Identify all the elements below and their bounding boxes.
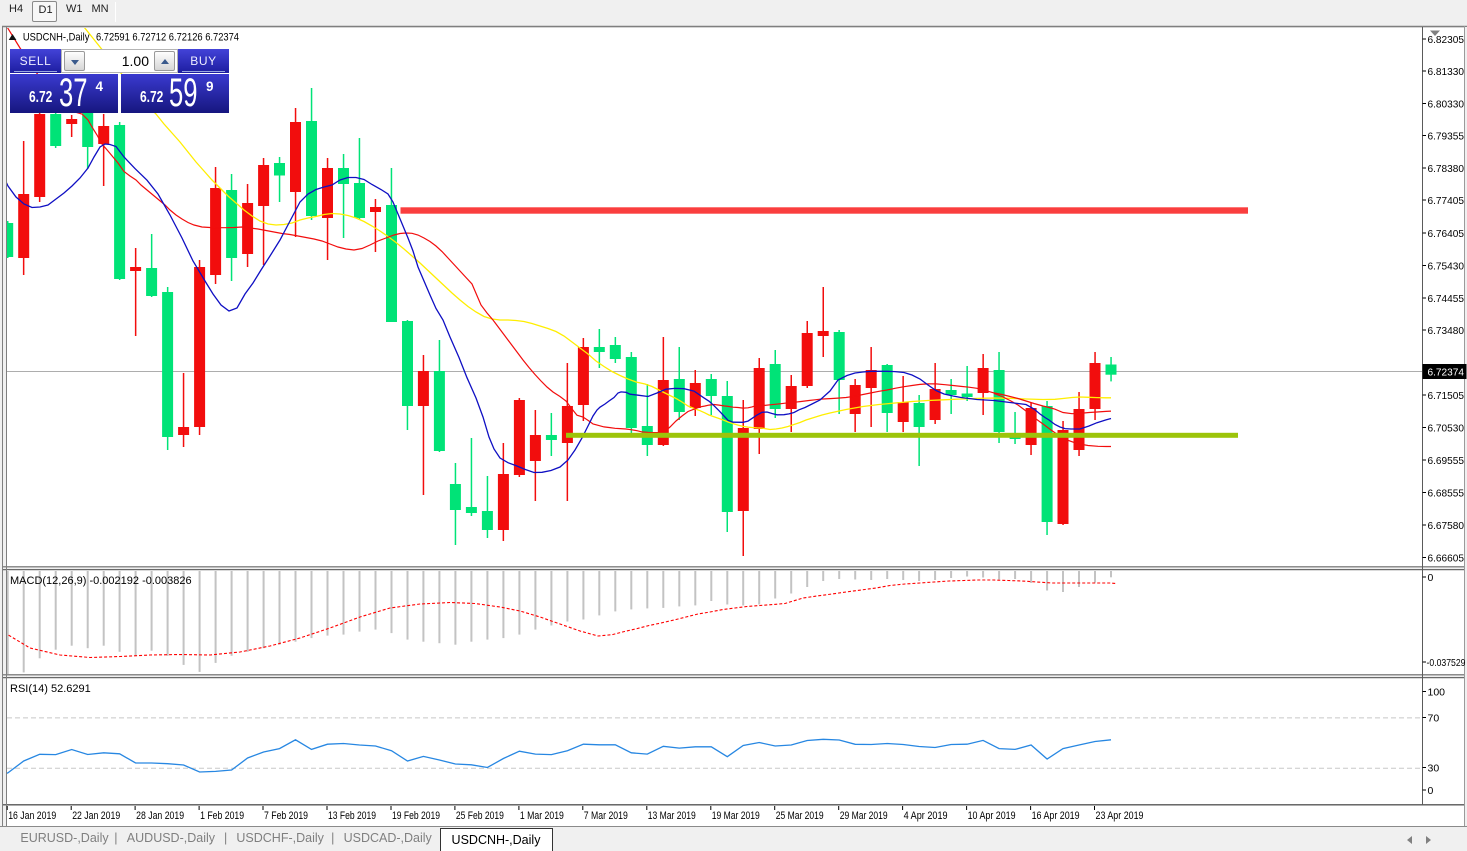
svg-text:22 Jan 2019: 22 Jan 2019: [72, 810, 120, 822]
svg-text:13 Mar 2019: 13 Mar 2019: [648, 810, 696, 822]
svg-text:28 Jan 2019: 28 Jan 2019: [136, 810, 184, 822]
svg-text:10 Apr 2019: 10 Apr 2019: [968, 810, 1016, 822]
svg-text:100: 100: [1428, 686, 1446, 698]
svg-text:6.75430: 6.75430: [1428, 260, 1465, 272]
svg-text:6.72591 6.72712 6.72126 6.7237: 6.72591 6.72712 6.72126 6.72374: [96, 32, 239, 44]
svg-text:6.68555: 6.68555: [1428, 487, 1465, 499]
svg-text:0: 0: [1428, 785, 1434, 797]
svg-text:7 Feb 2019: 7 Feb 2019: [264, 810, 308, 822]
svg-text:70: 70: [1428, 712, 1440, 724]
svg-text:19 Mar 2019: 19 Mar 2019: [712, 810, 760, 822]
svg-text:25 Feb 2019: 25 Feb 2019: [456, 810, 504, 822]
svg-text:6.73480: 6.73480: [1428, 325, 1465, 337]
svg-text:16 Jan 2019: 16 Jan 2019: [8, 810, 56, 822]
svg-text:6.71505: 6.71505: [1428, 390, 1465, 402]
svg-text:6.70530: 6.70530: [1428, 422, 1465, 434]
svg-text:4 Apr 2019: 4 Apr 2019: [904, 810, 948, 822]
svg-text:6.76405: 6.76405: [1428, 228, 1465, 240]
svg-text:6.69555: 6.69555: [1428, 455, 1465, 467]
svg-text:6.82305: 6.82305: [1428, 34, 1465, 46]
svg-text:6.79355: 6.79355: [1428, 130, 1465, 142]
svg-text:7 Mar 2019: 7 Mar 2019: [584, 810, 628, 822]
svg-text:RSI(14) 52.6291: RSI(14) 52.6291: [10, 683, 91, 695]
svg-text:13 Feb 2019: 13 Feb 2019: [328, 810, 376, 822]
svg-text:6.72374: 6.72374: [1428, 367, 1465, 379]
svg-text:1 Feb 2019: 1 Feb 2019: [200, 810, 244, 822]
svg-text:6.74455: 6.74455: [1428, 293, 1465, 305]
svg-text:6.81330: 6.81330: [1428, 66, 1465, 78]
svg-text:29 Mar 2019: 29 Mar 2019: [840, 810, 888, 822]
svg-text:USDCNH-,Daily: USDCNH-,Daily: [23, 32, 90, 44]
svg-text:23 Apr 2019: 23 Apr 2019: [1096, 810, 1144, 822]
svg-text:6.66605: 6.66605: [1428, 552, 1465, 564]
svg-text:6.80330: 6.80330: [1428, 98, 1465, 110]
svg-text:6.67580: 6.67580: [1428, 520, 1465, 532]
svg-text:25 Mar 2019: 25 Mar 2019: [776, 810, 824, 822]
svg-text:0: 0: [1428, 572, 1434, 584]
svg-text:16 Apr 2019: 16 Apr 2019: [1032, 810, 1080, 822]
svg-text:MACD(12,26,9) -0.002192 -0.003: MACD(12,26,9) -0.002192 -0.003826: [10, 575, 192, 587]
svg-text:6.77405: 6.77405: [1428, 195, 1465, 207]
svg-text:1 Mar 2019: 1 Mar 2019: [520, 810, 564, 822]
svg-text:-0.037529: -0.037529: [1427, 657, 1466, 669]
svg-text:6.78380: 6.78380: [1428, 163, 1465, 175]
svg-text:19 Feb 2019: 19 Feb 2019: [392, 810, 440, 822]
svg-text:30: 30: [1428, 762, 1440, 774]
